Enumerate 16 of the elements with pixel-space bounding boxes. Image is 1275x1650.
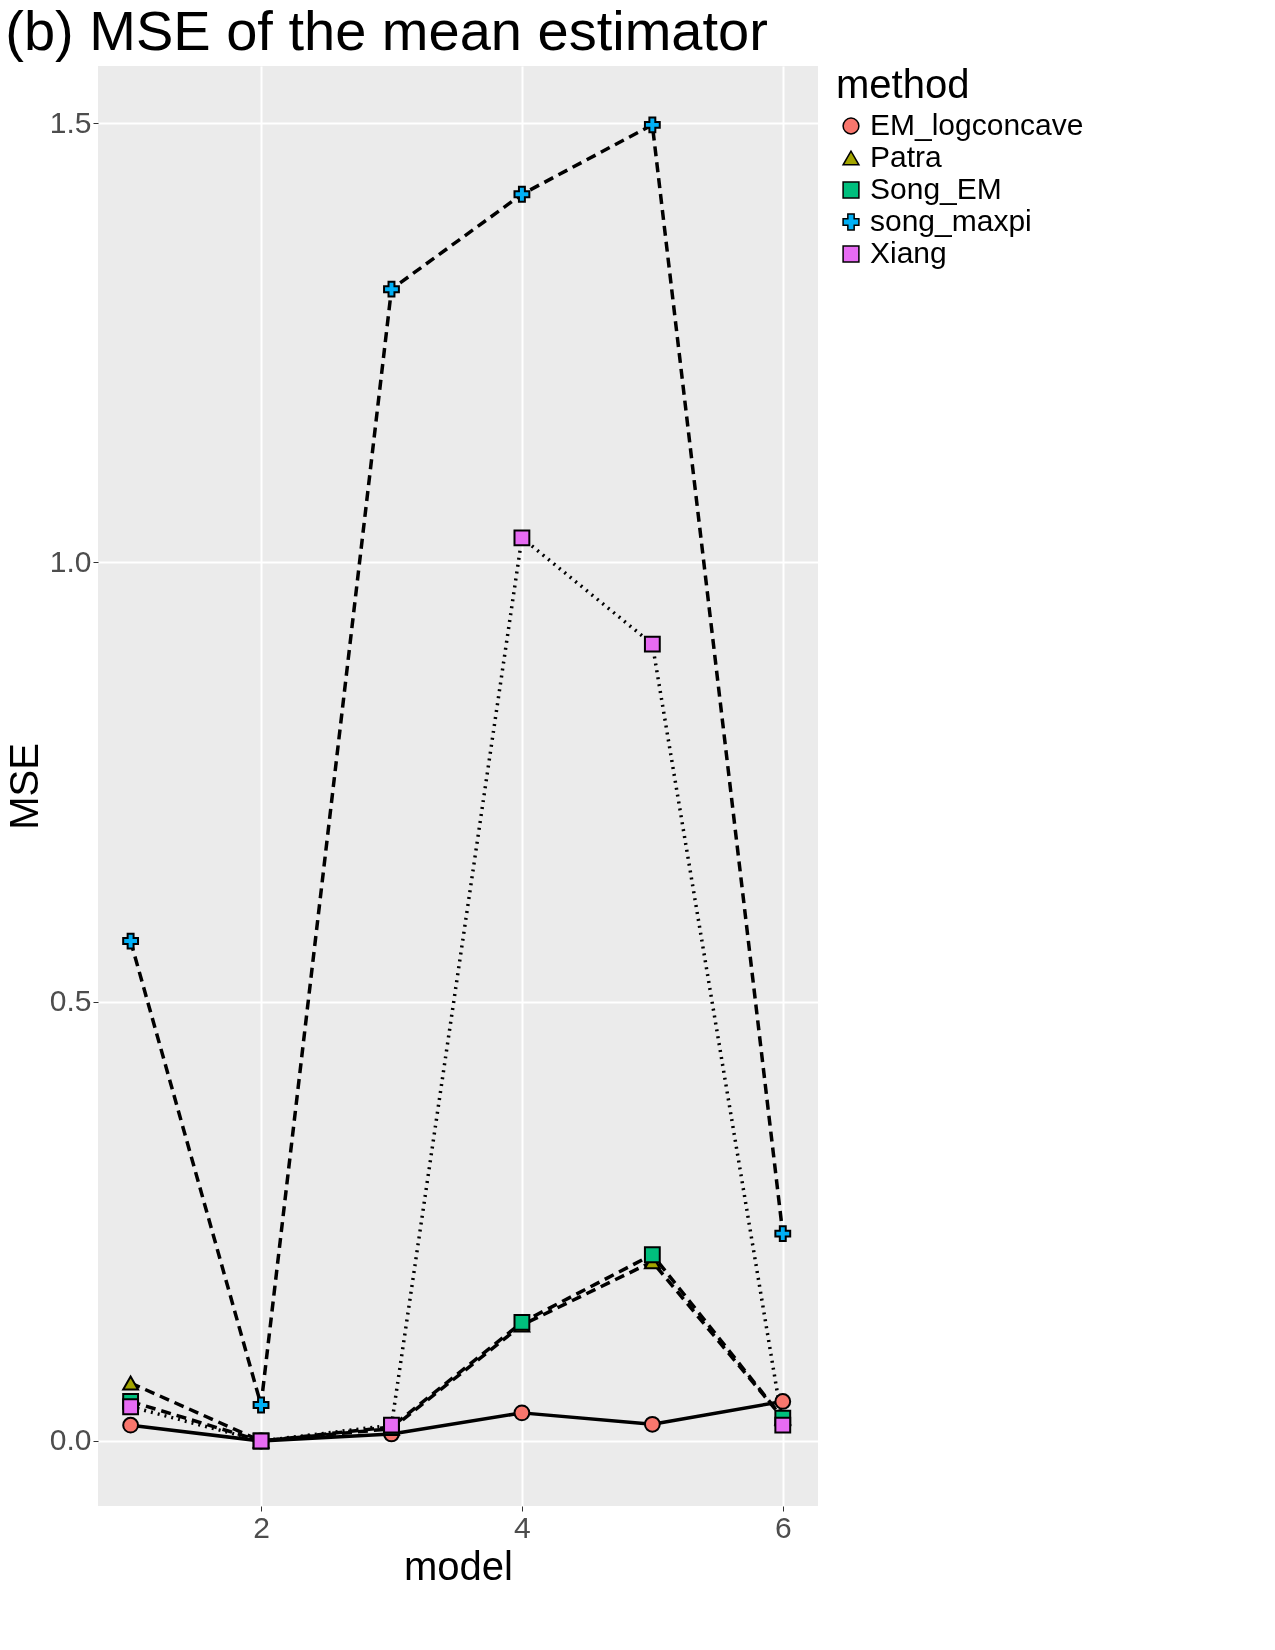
chart-title: (b) MSE of the mean estimator: [5, 0, 768, 62]
legend-label: Xiang: [870, 236, 947, 269]
x-tick-label: 2: [253, 1510, 270, 1544]
y-tick-label: 1.0: [49, 544, 92, 578]
legend-label: Patra: [870, 140, 943, 173]
x-tick-label: 4: [514, 1510, 531, 1544]
y-tick-label: 0.5: [49, 984, 92, 1018]
legend-label: Song_EM: [870, 172, 1002, 205]
x-axis-title: model: [404, 1543, 513, 1588]
legend-title: method: [836, 62, 970, 106]
x-tick-label: 6: [774, 1510, 792, 1544]
legend-label: EM_logconcave: [870, 108, 1084, 141]
y-tick-label: 1.5: [49, 105, 92, 139]
y-tick-label: 0.0: [49, 1423, 92, 1457]
legend-label: song_maxpi: [870, 204, 1032, 237]
y-axis-title: MSE: [1, 743, 46, 830]
